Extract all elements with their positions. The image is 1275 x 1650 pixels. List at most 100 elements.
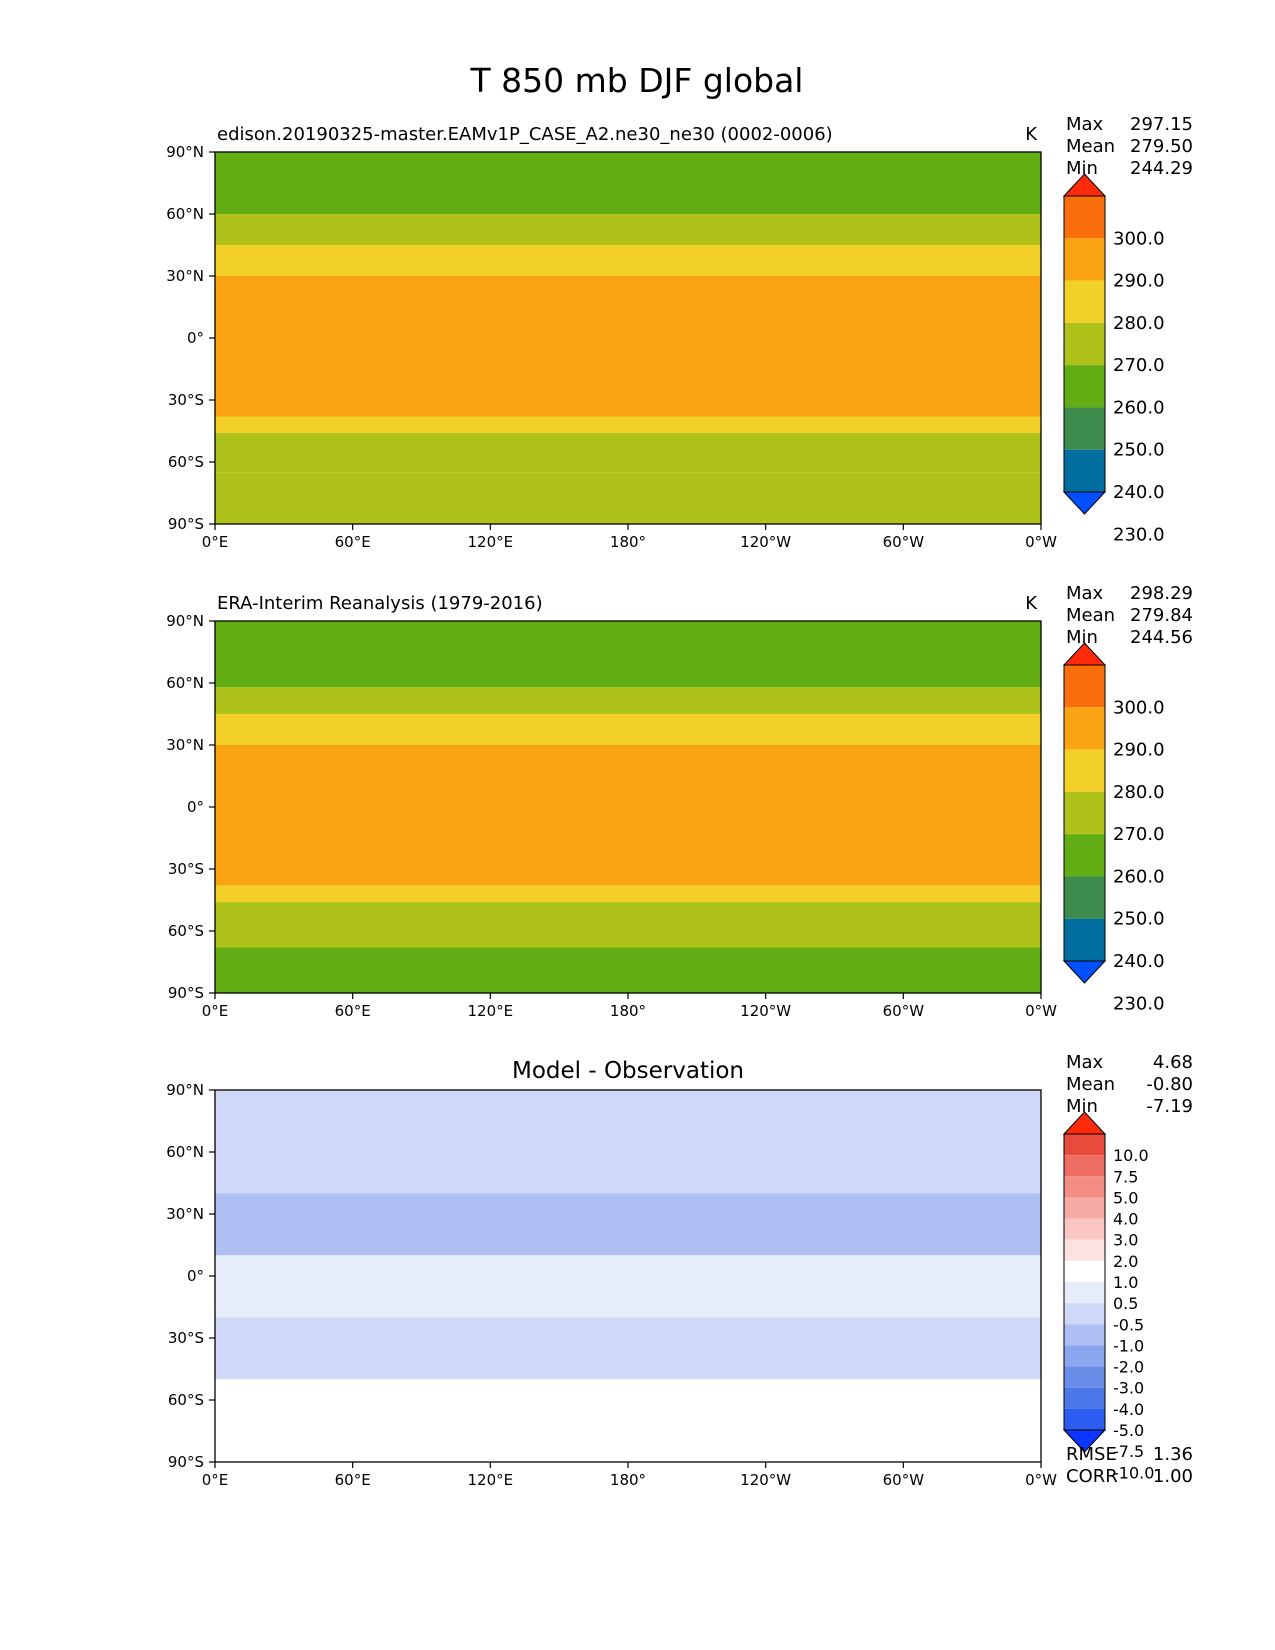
- colorbar-bin: [1064, 1303, 1105, 1325]
- colorbar-label: 7.5: [1113, 1167, 1138, 1186]
- colorbar: 10.0 7.5 5.0 4.0 3.0 2.0 1.0 0.5 -0.5 -1.0 -2.0 -3.…: [1062, 1111, 1154, 1482]
- colorbar-label: 240.0: [1113, 951, 1165, 972]
- x-tick-label: 120°E: [468, 533, 514, 551]
- stat-label: Max: [1066, 114, 1104, 135]
- field-band: [215, 416, 1041, 434]
- colorbar-bin: [1064, 665, 1105, 708]
- colorbar-bin: [1064, 1239, 1105, 1261]
- field-band: [215, 902, 1041, 948]
- y-tick-label: 90°N: [166, 143, 204, 161]
- x-tick-label: 120°W: [740, 1471, 791, 1489]
- corr-label: CORR: [1066, 1466, 1118, 1487]
- field-band: [215, 1255, 1041, 1318]
- field-band: [215, 152, 1041, 214]
- field-band: [215, 472, 1041, 524]
- stat-value: 244.56: [1130, 627, 1193, 648]
- colorbar-label: 270.0: [1113, 824, 1165, 845]
- colorbar-label: 3.0: [1113, 1231, 1138, 1250]
- stat-label: Max: [1066, 583, 1104, 604]
- stat-value: -0.80: [1146, 1074, 1193, 1095]
- map-panel-1: edison.20190325-master.EAMv1P_CASE_A2.ne…: [166, 114, 1193, 551]
- colorbar-frame: [1063, 1133, 1106, 1431]
- x-tick-label: 0°E: [202, 1471, 229, 1489]
- colorbar-bin: [1064, 1197, 1105, 1219]
- y-tick-label: 0°: [187, 798, 204, 816]
- x-tick-label: 180°: [610, 1471, 646, 1489]
- stat-label: Min: [1066, 1096, 1098, 1117]
- panel-title: edison.20190325-master.EAMv1P_CASE_A2.ne…: [217, 124, 833, 145]
- colorbar-label: 5.0: [1113, 1188, 1138, 1207]
- colorbar-frame: [1063, 195, 1106, 493]
- x-tick-label: 0°E: [202, 1002, 229, 1020]
- colorbar-label: 10.0: [1113, 1146, 1149, 1165]
- x-tick-label: 60°W: [883, 533, 925, 551]
- y-tick-label: 90°N: [166, 1081, 204, 1099]
- colorbar-label: -10.0: [1113, 1463, 1154, 1482]
- stat-value: 297.15: [1130, 114, 1193, 135]
- colorbar-bin: [1064, 280, 1105, 323]
- corr-value: 1.00: [1153, 1466, 1193, 1487]
- colorbar-label: -4.0: [1113, 1400, 1144, 1419]
- y-tick-label: 30°N: [166, 736, 204, 754]
- colorbar-label: -5.0: [1113, 1421, 1144, 1440]
- colorbar: 300.0 290.0 280.0 270.0 260.0 250.0 240.0 230.0: [1062, 173, 1165, 545]
- colorbar-label: 300.0: [1113, 697, 1165, 718]
- x-tick-label: 120°W: [740, 1002, 791, 1020]
- colorbar-bin: [1064, 1408, 1105, 1430]
- y-tick-label: 90°S: [168, 515, 204, 533]
- panels-container: edison.20190325-master.EAMv1P_CASE_A2.ne…: [166, 114, 1193, 1489]
- y-tick-label: 90°N: [166, 612, 204, 630]
- y-tick-label: 90°S: [168, 1453, 204, 1471]
- y-tick-label: 0°: [187, 1267, 204, 1285]
- x-tick-label: 180°: [610, 1002, 646, 1020]
- colorbar-frame: [1063, 664, 1106, 962]
- colorbar-bin: [1064, 1387, 1105, 1409]
- stat-label: Max: [1066, 1052, 1104, 1073]
- colorbar-label: -2.0: [1113, 1358, 1144, 1377]
- colorbar-bin: [1064, 238, 1105, 281]
- field-band: [215, 1193, 1041, 1256]
- field-band: [215, 1317, 1041, 1380]
- x-tick-label: 60°E: [335, 1471, 371, 1489]
- colorbar-bin: [1064, 1176, 1105, 1198]
- colorbar-label: -1.0: [1113, 1336, 1144, 1355]
- x-tick-label: 120°E: [468, 1471, 514, 1489]
- colorbar-bin: [1064, 322, 1105, 366]
- y-tick-label: 30°N: [166, 1205, 204, 1223]
- x-tick-label: 0°W: [1025, 1471, 1057, 1489]
- rmse-label: RMSE: [1066, 1444, 1117, 1465]
- colorbar-bin: [1064, 707, 1105, 750]
- colorbar-label: 4.0: [1113, 1210, 1138, 1229]
- field-band: [215, 745, 1041, 886]
- colorbar-bin: [1064, 1345, 1105, 1367]
- units-label: K: [1025, 124, 1038, 145]
- y-tick-label: 30°S: [168, 1329, 204, 1347]
- colorbar-bin: [1064, 876, 1105, 919]
- figure-title: T 850 mb DJF global: [470, 61, 804, 100]
- colorbar-label: 0.5: [1113, 1294, 1138, 1313]
- y-tick-label: 0°: [187, 329, 204, 347]
- colorbar-label: 280.0: [1113, 782, 1165, 803]
- colorbar-bin: [1064, 749, 1105, 792]
- colorbar-label: 1.0: [1113, 1273, 1138, 1292]
- stat-label: Min: [1066, 158, 1098, 179]
- colorbar-bin: [1064, 1282, 1105, 1304]
- colorbar-label: 290.0: [1113, 271, 1165, 292]
- colorbar-bin: [1064, 365, 1105, 408]
- y-tick-label: 60°N: [166, 674, 204, 692]
- x-tick-label: 0°W: [1025, 533, 1057, 551]
- stat-value: 279.84: [1130, 605, 1193, 626]
- colorbar-label: -3.0: [1113, 1379, 1144, 1398]
- colorbar-bin: [1064, 918, 1105, 961]
- stat-value: 4.68: [1153, 1052, 1193, 1073]
- colorbar-label: 260.0: [1113, 866, 1165, 887]
- colorbar-label: -0.5: [1113, 1315, 1144, 1334]
- field-band: [215, 621, 1041, 688]
- colorbar-label: 240.0: [1113, 482, 1165, 503]
- colorbar-bin: [1064, 1366, 1105, 1388]
- colorbar-bin: [1064, 1324, 1105, 1346]
- stat-label: Min: [1066, 627, 1098, 648]
- colorbar-bin: [1064, 449, 1105, 492]
- y-tick-label: 60°S: [168, 922, 204, 940]
- colorbar-bin: [1064, 1260, 1105, 1282]
